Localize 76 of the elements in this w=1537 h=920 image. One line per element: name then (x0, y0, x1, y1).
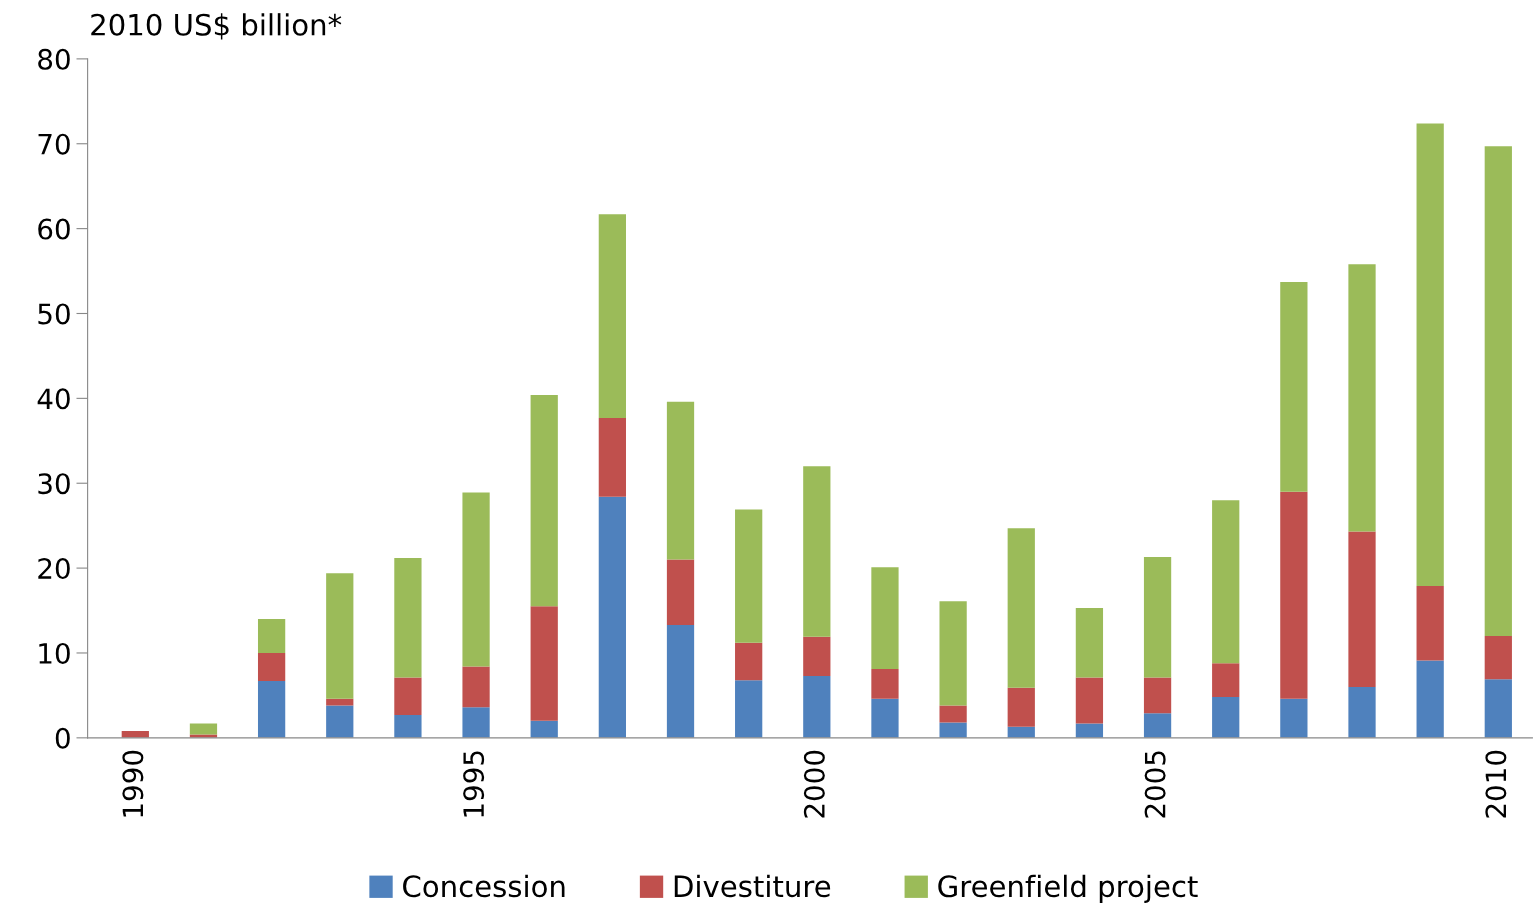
bar (666, 559, 695, 625)
bar (871, 698, 899, 738)
bar (1143, 713, 1172, 738)
bar (257, 619, 286, 653)
bar (462, 707, 490, 738)
y-tick-label: 80 (38, 48, 70, 70)
x-tick-label: 2010 (1485, 750, 1507, 818)
x-tick-label: 1990 (122, 750, 144, 817)
bar (462, 666, 490, 708)
bar (1280, 491, 1308, 699)
y-tick-label: 0 (55, 727, 70, 749)
bar (257, 652, 286, 681)
bar (1348, 686, 1376, 738)
bar (1484, 636, 1512, 680)
bar (1075, 723, 1104, 738)
legend-label: Greenfield project (938, 874, 1198, 903)
bar (462, 492, 490, 667)
x-tick-label: 2005 (1144, 751, 1166, 818)
bar (666, 624, 695, 738)
bar (1212, 697, 1240, 738)
legend-label: Concession (403, 874, 565, 898)
bar (530, 394, 558, 607)
bar (1484, 146, 1512, 636)
bar (1484, 679, 1512, 738)
bar (1348, 531, 1376, 687)
x-tick-label: 1995 (463, 751, 485, 817)
y-tick-label: 50 (38, 303, 70, 325)
bar (803, 466, 831, 637)
bar (326, 573, 354, 699)
bar (939, 705, 967, 723)
y-tick-label: 20 (38, 558, 70, 580)
bar (598, 214, 626, 418)
bar (1143, 557, 1172, 678)
bar (1212, 500, 1240, 664)
bar (735, 680, 763, 738)
bar (666, 401, 695, 560)
y-tick-label: 70 (38, 133, 70, 155)
bar (1212, 663, 1240, 698)
y-tick-label: 60 (38, 218, 70, 240)
bar (326, 705, 354, 738)
y-axis-title: 2010 US$ billion* (91, 13, 342, 40)
bar (1348, 264, 1376, 532)
bar (735, 509, 763, 643)
bar (1075, 677, 1104, 724)
bar (1143, 677, 1172, 714)
bar (394, 714, 422, 738)
bar (939, 601, 967, 706)
bar (939, 722, 967, 738)
bar (1075, 607, 1104, 678)
bar (1007, 687, 1035, 727)
bar (189, 723, 218, 735)
y-tick-label: 40 (37, 388, 70, 410)
bar (803, 675, 831, 738)
bar (1416, 660, 1444, 738)
bar (871, 669, 899, 699)
bar (257, 680, 286, 738)
bar (735, 642, 763, 681)
bar (394, 677, 422, 715)
bar (394, 557, 422, 678)
bar (1280, 282, 1308, 492)
bar (1280, 698, 1308, 738)
bar (598, 417, 626, 497)
bar (1416, 123, 1444, 586)
bar (1007, 528, 1035, 688)
bar (530, 720, 558, 738)
bar (871, 567, 899, 670)
bar (530, 606, 558, 721)
bar (1007, 726, 1035, 738)
bar (803, 636, 831, 676)
y-tick-label: 30 (38, 473, 70, 495)
bar (1416, 585, 1444, 661)
y-tick-label: 10 (39, 642, 70, 664)
x-tick-label: 2000 (803, 750, 825, 818)
legend-label: Divestiture (674, 874, 831, 898)
bar (598, 496, 626, 738)
bar (326, 698, 354, 706)
